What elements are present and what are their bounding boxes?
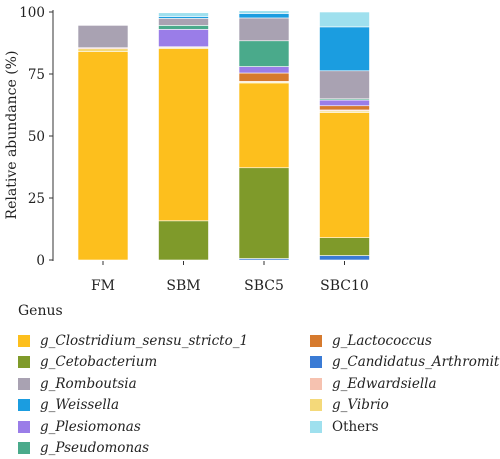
legend-swatch (310, 335, 322, 347)
bar-segment-sbc5-7 (239, 41, 289, 67)
legend-item: g_Edwardsiella (310, 373, 500, 395)
bar-segment-sbm-7 (159, 25, 209, 29)
legend-swatch (18, 442, 30, 454)
bar-segment-sbc5-1 (239, 168, 289, 259)
bar-segment-sbc10-5 (320, 106, 370, 110)
bar-segment-sbc10-8 (320, 71, 370, 99)
legend-column-right: g_Lactococcus g_Candidatus_Arthromitus g_E… (310, 330, 500, 438)
legend-item: g_Candidatus_Arthromitus (310, 352, 500, 374)
bar-segment-sbc10-6 (320, 100, 370, 106)
x-tick-label-sbm: SBM (166, 278, 200, 294)
legend-column-left: g_Clostridium_sensu_stricto_1 g_Cetobacte… (18, 330, 248, 459)
legend-item: g_Lactococcus (310, 330, 500, 352)
legend-swatch (18, 378, 30, 390)
legend-swatch (18, 335, 30, 347)
legend-label: g_Candidatus_Arthromitus (332, 354, 500, 370)
legend-swatch (310, 378, 322, 390)
legend-item: g_Romboutsia (18, 373, 248, 395)
legend-swatch (310, 399, 322, 411)
bar-segment-sbc5-8 (239, 18, 289, 41)
bar-segment-sbc5-5 (239, 73, 289, 81)
bar-segment-sbm-1 (159, 221, 209, 260)
legend-label: g_Plesiomonas (40, 419, 141, 435)
x-tick-label-sbc5: SBC5 (244, 278, 284, 294)
stacked-bar-chart: FM SBM SBC5 SBC10 0 25 50 75 100 Relative abunda… (0, 0, 500, 300)
legend-label: g_Clostridium_sensu_stricto_1 (40, 333, 248, 349)
bar-segment-sbc10-1 (320, 238, 370, 256)
legend-item: g_Vibrio (310, 395, 500, 417)
y-tick-label-0: 0 (36, 253, 45, 269)
bar-segment-fm-2 (78, 52, 128, 260)
legend-label: g_Cetobacterium (40, 354, 157, 370)
legend-label: Others (332, 419, 379, 435)
bars-layer (78, 11, 370, 260)
x-tick-label-sbc10: SBC10 (320, 278, 369, 294)
y-tick-label-75: 75 (28, 67, 45, 83)
bar-segment-sbc10-9 (320, 27, 370, 71)
bar-segment-fm-8 (78, 25, 128, 47)
legend-item: Others (310, 416, 500, 438)
legend-label: g_Vibrio (332, 397, 389, 413)
legend-item: g_Clostridium_sensu_stricto_1 (18, 330, 248, 352)
bar-segment-sbc5-9 (239, 13, 289, 17)
bar-segment-sbc5-10 (239, 11, 289, 14)
legend-item: g_Pseudomonas (18, 438, 248, 459)
bar-segment-sbc5-6 (239, 67, 289, 73)
legend-label: g_Romboutsia (40, 376, 137, 392)
y-axis-label: Relative abundance (%) (4, 51, 20, 220)
bar-segment-sbc5-2 (239, 83, 289, 168)
legend-label: g_Edwardsiella (332, 376, 437, 392)
legend-title: Genus (18, 303, 63, 319)
legend-item: g_Plesiomonas (18, 416, 248, 438)
legend-swatch (18, 356, 30, 368)
bar-segment-sbm-8 (159, 18, 209, 25)
y-tick-label-25: 25 (28, 191, 45, 207)
legend-label: g_Weissella (40, 397, 119, 413)
legend-item: g_Weissella (18, 395, 248, 417)
legend-swatch (18, 399, 30, 411)
x-tick-label-fm: FM (91, 278, 115, 294)
legend-swatch (310, 356, 322, 368)
bar-segment-sbm-2 (159, 49, 209, 221)
bar-segment-sbc10-2 (320, 112, 370, 237)
bar-segment-sbc10-10 (320, 12, 370, 27)
legend-swatch (18, 421, 30, 433)
bar-segment-fm-3 (78, 49, 128, 52)
y-tick-label-100: 100 (19, 5, 45, 21)
legend-item: g_Cetobacterium (18, 352, 248, 374)
bar-segment-sbm-6 (159, 29, 209, 46)
legend-swatch (310, 421, 322, 433)
legend-label: g_Lactococcus (332, 333, 432, 349)
bar-segment-sbc10-0 (320, 256, 370, 260)
bar-segment-sbm-10 (159, 13, 209, 17)
y-tick-label-50: 50 (28, 129, 45, 145)
